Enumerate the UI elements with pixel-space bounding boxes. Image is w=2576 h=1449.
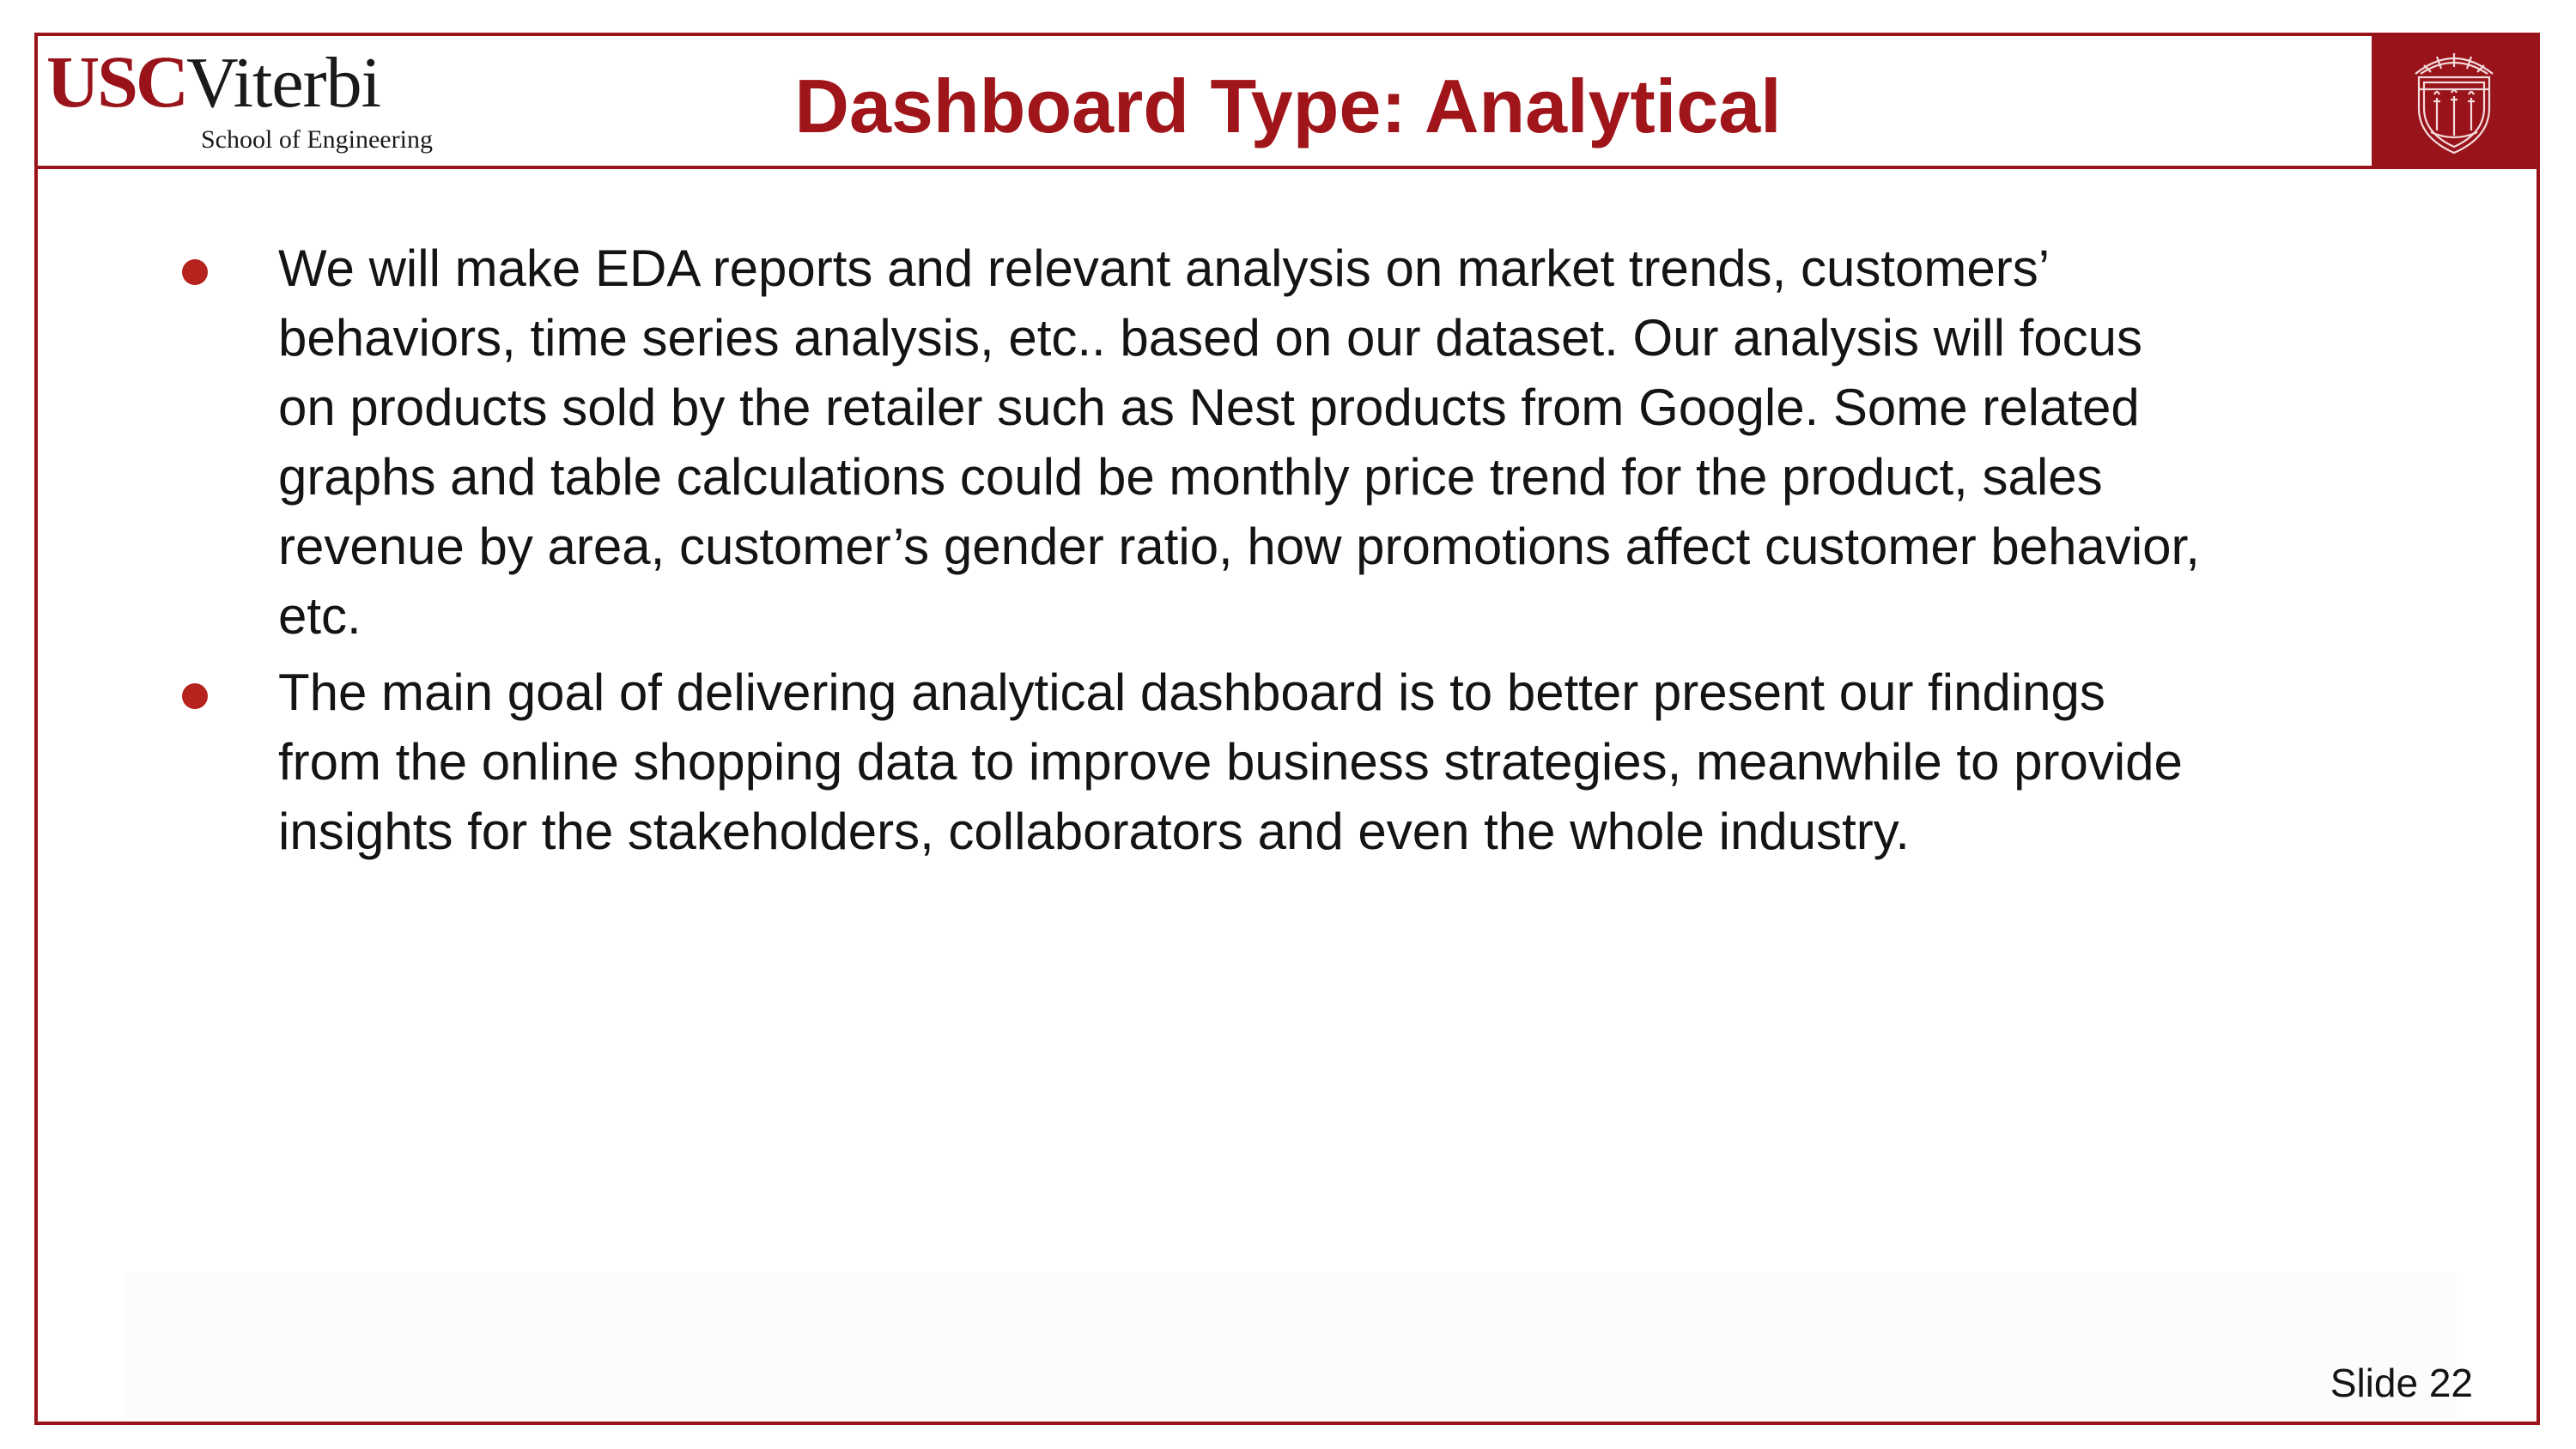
bullet-line: from the online shopping data to improve…	[278, 733, 2183, 791]
logo-viterbi: Viterbi	[186, 43, 381, 123]
bullet-marker	[182, 683, 208, 709]
logo-subtitle: School of Engineering	[201, 125, 433, 154]
bullet-line: revenue by area, customer’s gender ratio…	[278, 518, 2200, 575]
footer-band	[125, 1272, 2457, 1418]
bullet-line: graphs and table calculations could be m…	[278, 448, 2103, 506]
usc-seal-icon	[2372, 36, 2537, 167]
bullet-line: etc.	[278, 587, 361, 645]
slide-title: Dashboard Type: Analytical	[794, 64, 1782, 149]
bullet-marker	[182, 259, 208, 285]
bullet-item: The main goal of delivering analytical d…	[172, 658, 2490, 866]
bullet-line: insights for the stakeholders, collabora…	[278, 803, 1910, 860]
bullet-item: We will make EDA reports and relevant an…	[172, 233, 2490, 651]
bullet-line: behaviors, time series analysis, etc.. b…	[278, 309, 2143, 367]
slide-frame	[34, 33, 2540, 1425]
logo-usc: USC	[46, 40, 189, 123]
bullet-line: The main goal of delivering analytical d…	[278, 664, 2105, 721]
header-divider	[34, 166, 2540, 169]
bullet-list: We will make EDA reports and relevant an…	[172, 233, 2490, 873]
slide-number: Slide 22	[2330, 1361, 2473, 1405]
logo-wordmark: USCViterbi	[46, 45, 381, 119]
bullet-line: We will make EDA reports and relevant an…	[278, 239, 2050, 297]
seal-graphic	[2415, 53, 2494, 155]
bullet-line: on products sold by the retailer such as…	[278, 379, 2140, 436]
usc-viterbi-logo: USCViterbi School of Engineering	[43, 45, 489, 165]
